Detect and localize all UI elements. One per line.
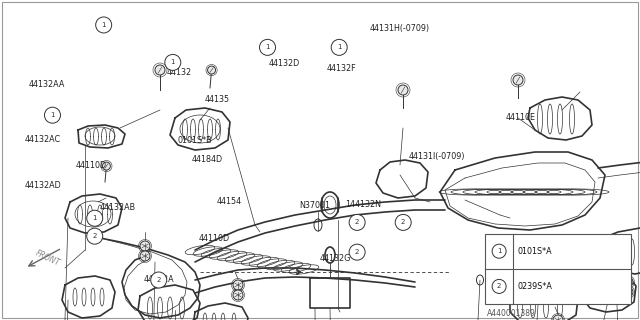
Circle shape (207, 66, 216, 74)
Circle shape (233, 290, 243, 300)
Text: 1: 1 (337, 44, 342, 50)
Circle shape (398, 85, 408, 95)
Text: 1: 1 (170, 60, 175, 65)
Text: N37001: N37001 (300, 201, 330, 210)
Text: 44131H(-0709): 44131H(-0709) (370, 24, 430, 33)
Circle shape (396, 214, 412, 230)
Circle shape (492, 279, 506, 293)
Circle shape (332, 39, 348, 55)
Circle shape (553, 277, 563, 287)
Text: 44135: 44135 (205, 95, 230, 104)
Text: 44132AC: 44132AC (24, 135, 60, 144)
Bar (485, 234, 631, 304)
Text: 1: 1 (497, 248, 501, 254)
Circle shape (513, 75, 523, 85)
Circle shape (165, 54, 181, 70)
Text: 44131I(-0709): 44131I(-0709) (408, 152, 465, 161)
Circle shape (102, 162, 110, 170)
Text: 1: 1 (101, 22, 106, 28)
Text: 1: 1 (50, 112, 55, 118)
Circle shape (233, 280, 243, 290)
Text: 1: 1 (92, 215, 97, 221)
Text: 44110D: 44110D (198, 234, 230, 243)
Text: 44132F: 44132F (326, 64, 356, 73)
Text: 44132A: 44132A (144, 276, 175, 284)
Text: 2: 2 (93, 233, 97, 239)
Text: 2: 2 (157, 277, 161, 283)
Circle shape (553, 315, 563, 320)
Text: 2: 2 (401, 220, 405, 225)
Circle shape (87, 228, 102, 244)
Text: 2: 2 (355, 249, 359, 255)
Circle shape (260, 39, 275, 55)
Text: 44110E: 44110E (506, 113, 536, 122)
Text: 1: 1 (265, 44, 270, 50)
Text: A440001389: A440001389 (487, 308, 536, 317)
Text: 44154: 44154 (216, 197, 241, 206)
Text: 44132: 44132 (166, 68, 191, 77)
Text: 2: 2 (355, 220, 359, 225)
Circle shape (151, 272, 166, 288)
Text: 44132D: 44132D (269, 60, 300, 68)
Text: 44132AA: 44132AA (29, 80, 65, 89)
Circle shape (349, 244, 365, 260)
Text: 44132G: 44132G (320, 254, 351, 263)
Text: 44110D: 44110D (76, 161, 107, 170)
Circle shape (492, 244, 506, 258)
Text: 44132AB: 44132AB (99, 203, 135, 212)
Text: 2: 2 (497, 284, 501, 289)
Circle shape (623, 277, 633, 287)
Circle shape (553, 287, 563, 297)
Circle shape (45, 107, 61, 123)
Text: 0101S*A: 0101S*A (517, 247, 552, 256)
Circle shape (623, 287, 633, 297)
Text: 44132AD: 44132AD (24, 181, 61, 190)
Text: 144132N: 144132N (346, 200, 381, 209)
Circle shape (155, 65, 165, 75)
Text: 0101S*B: 0101S*B (178, 136, 212, 145)
Circle shape (140, 251, 150, 261)
Circle shape (140, 241, 150, 251)
Text: 0239S*A: 0239S*A (517, 282, 552, 291)
Text: 44184D: 44184D (192, 155, 223, 164)
Circle shape (349, 214, 365, 230)
Text: FRONT: FRONT (35, 248, 61, 268)
Circle shape (96, 17, 112, 33)
Circle shape (87, 210, 102, 226)
